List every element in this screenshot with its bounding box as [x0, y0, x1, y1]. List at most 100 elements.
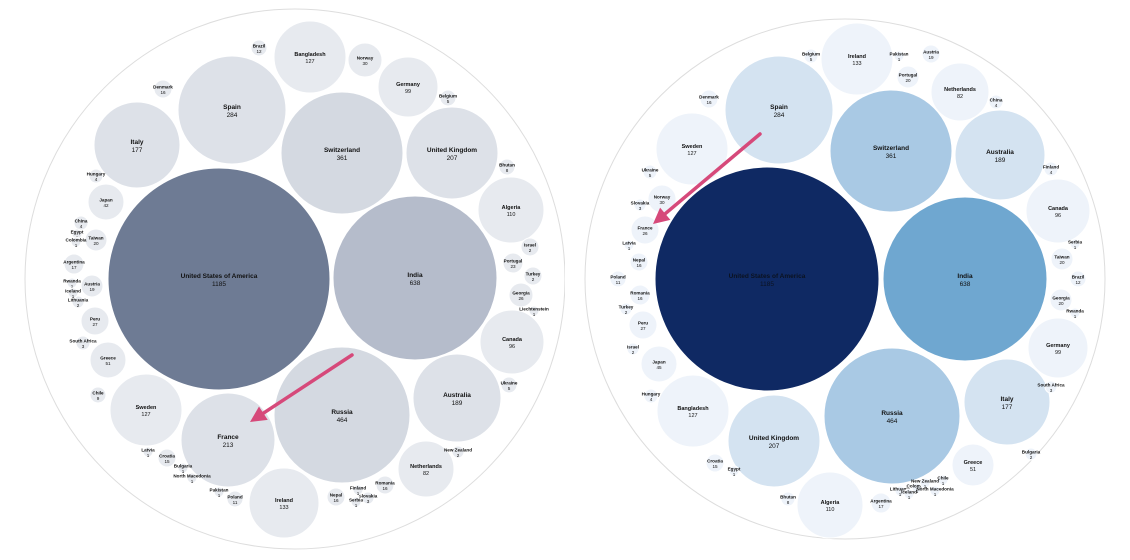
- bubble-label: North Macedonia: [173, 473, 211, 478]
- bubble-circle: [347, 42, 383, 78]
- bubble-label: Canada: [502, 337, 523, 343]
- bubble-label: New Zealand: [444, 447, 472, 452]
- bubble-value: 189: [452, 400, 463, 407]
- bubble-label: Portugal: [899, 72, 918, 77]
- bubble-value: 20: [93, 241, 99, 246]
- bubble-label: Netherlands: [944, 87, 976, 93]
- bubble-label: Russia: [881, 410, 903, 417]
- bubble-value: 16: [333, 498, 339, 503]
- bubble-value: 4: [80, 224, 83, 229]
- bubble-value: 96: [1055, 213, 1061, 219]
- bubble-value: 207: [769, 443, 780, 450]
- outer-pack-circle: [24, 8, 565, 550]
- bubble-value: 19: [89, 287, 95, 292]
- bubble-label: Sweden: [136, 405, 157, 411]
- bubble-label: Ukraine: [501, 380, 518, 385]
- bubble-value: 99: [1055, 350, 1061, 356]
- bubble-label: Pakistan: [890, 51, 909, 56]
- bubble-label: Turkey: [526, 271, 541, 276]
- bubble-label: China: [990, 97, 1003, 102]
- bubble-label: Iceland: [901, 489, 917, 494]
- bubble-label: France: [637, 225, 653, 230]
- bubble-circle: [186, 472, 198, 484]
- bubble-value: 23: [510, 264, 516, 269]
- bubble-value: 1185: [760, 281, 774, 288]
- bubble-value: 2: [529, 248, 532, 253]
- bubble-circle: [80, 274, 104, 298]
- bubble-circle: [643, 388, 659, 404]
- bubble-label: Romania: [375, 480, 395, 485]
- bubble-value: 110: [507, 212, 516, 218]
- bubble-label: Taiwan: [88, 235, 103, 240]
- bubble-label: Nepal: [633, 257, 646, 262]
- bubble-circle: [633, 198, 647, 212]
- bubble-label: Egypt: [728, 466, 741, 471]
- bubble-value: 20: [1059, 260, 1065, 265]
- bubble-label: Liechtenstein: [519, 306, 549, 311]
- bubble-circle: [803, 48, 819, 64]
- bubble-circle: [919, 477, 931, 489]
- bubble-value: 5: [508, 386, 511, 391]
- bubble-label: Chile: [92, 390, 104, 395]
- bubble-circle: [796, 471, 864, 539]
- bubble-value: 82: [957, 94, 963, 100]
- bubble-label: Latvia: [622, 240, 636, 245]
- bubble-label: South Africa: [1037, 382, 1065, 387]
- bubble-circle: [326, 487, 346, 507]
- bubble-label: Bhutan: [780, 494, 796, 499]
- bubble-value: 1: [147, 453, 150, 458]
- bubble-label: New Zealand: [911, 478, 939, 483]
- bubble-value: 20: [1058, 301, 1064, 306]
- bubble-value: 8: [787, 500, 790, 505]
- bubble-circle: [629, 284, 651, 306]
- bubble-circle: [893, 50, 905, 62]
- bubble-value: 16: [637, 296, 643, 301]
- bubble-circle: [84, 228, 108, 252]
- bubble-value: 4: [650, 397, 653, 402]
- bubble-value: 1: [1074, 245, 1077, 250]
- bubble-value: 4: [95, 177, 98, 182]
- bubble-value: 1: [898, 57, 901, 62]
- bubble-label: Hungary: [642, 391, 661, 396]
- outer-pack-circle: [584, 18, 1106, 540]
- bubble-label: Israel: [524, 242, 536, 247]
- bubble-label: India: [407, 272, 423, 279]
- bubble-value: 16: [706, 100, 712, 105]
- bubble-circle: [332, 195, 498, 361]
- bubble-circle: [350, 496, 362, 508]
- bubble-value: 1: [899, 492, 902, 497]
- bubble-label: Argentina: [63, 259, 85, 264]
- bubble-label: Finland: [350, 485, 367, 490]
- bubble-value: 1: [533, 312, 536, 317]
- bubble-circle: [93, 101, 181, 189]
- bubble-circle: [882, 196, 1048, 362]
- bubble-label: Spain: [223, 104, 241, 111]
- bubble-value: 45: [656, 365, 662, 370]
- bubble-label: Algeria: [502, 205, 522, 211]
- bubble-circle: [412, 353, 502, 443]
- bubble-label: Italy: [130, 139, 143, 146]
- bubble-value: 5: [447, 99, 450, 104]
- bubble-value: 15: [164, 459, 170, 464]
- bubble-value: 15: [712, 464, 718, 469]
